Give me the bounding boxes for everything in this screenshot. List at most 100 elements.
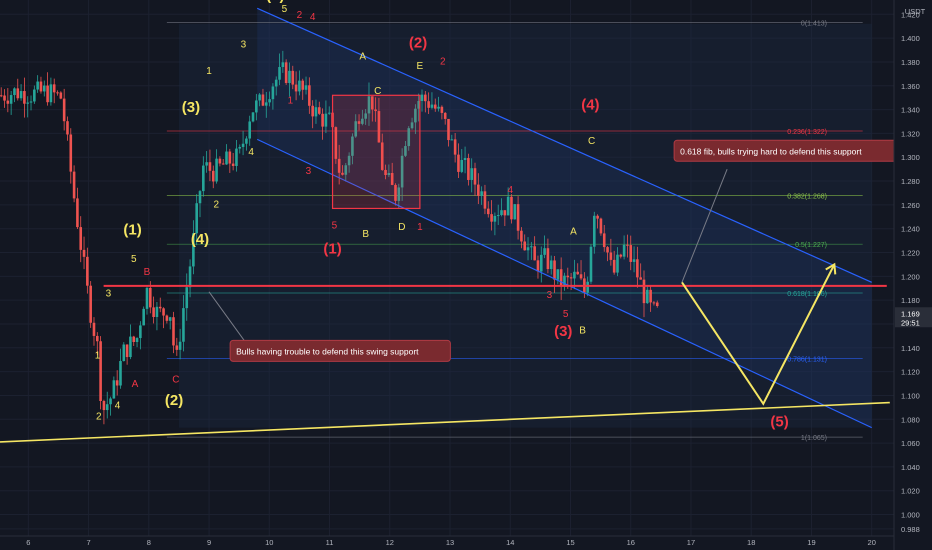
candle-body: [291, 70, 295, 85]
candle-body: [480, 191, 483, 196]
candle-body: [483, 191, 487, 209]
projection-arrowhead: [825, 262, 837, 275]
candle-body: [248, 121, 252, 139]
fib-level-label: 0.236(1.322): [787, 129, 827, 136]
candle-body: [19, 91, 23, 99]
candle-body: [324, 113, 328, 127]
candle-body: [586, 281, 589, 293]
x-tick-label: 15: [566, 538, 574, 547]
candle-body: [626, 244, 629, 246]
candle-body: [486, 208, 490, 215]
candle-body: [447, 118, 450, 141]
candle-body: [579, 274, 583, 279]
wave-label: (5): [266, 0, 284, 4]
candle-body: [642, 279, 646, 304]
candle-body: [298, 80, 301, 92]
candle-body: [261, 94, 265, 106]
consolidation-box: [331, 94, 421, 210]
candle-body: [526, 247, 530, 251]
y-tick-label: 1.060: [901, 439, 920, 448]
candle-body: [341, 172, 344, 175]
candle-body: [52, 84, 56, 93]
candle-body: [245, 138, 248, 144]
wave-label: 5: [282, 4, 288, 15]
candle-body: [437, 106, 440, 109]
candle-body: [327, 112, 331, 114]
candle-body: [596, 215, 599, 219]
candle-body: [430, 104, 434, 108]
callout-pointer: [681, 168, 728, 283]
wave-label: 3: [106, 289, 112, 300]
candle-body: [463, 158, 467, 160]
candle-body: [334, 127, 338, 159]
candle-body: [198, 191, 202, 204]
candle-body: [374, 109, 377, 112]
candle-body: [553, 260, 556, 280]
x-tick-label: 10: [265, 538, 273, 547]
candle-body: [66, 121, 69, 135]
candle-body: [215, 158, 218, 182]
y-tick-label: 1.400: [901, 34, 920, 43]
candle-body: [26, 102, 30, 104]
wave-label: (4): [581, 97, 599, 114]
candle-body: [361, 118, 364, 124]
candle-body: [76, 198, 79, 228]
candle-body: [387, 173, 391, 176]
y-tick-label: 1.260: [901, 201, 920, 210]
wave-label: B: [144, 267, 151, 278]
wave-label: 2: [297, 10, 303, 21]
candle-body: [99, 341, 102, 401]
candle-body: [417, 101, 420, 109]
current-price-label: 1.169: [901, 309, 920, 318]
wave-label: (1): [323, 241, 341, 258]
currency-label: USDT: [905, 7, 926, 16]
candle-body: [142, 308, 145, 326]
candle-body: [39, 81, 43, 92]
candle-body: [513, 204, 517, 220]
wave-label: 1: [288, 96, 294, 107]
candle-body: [122, 344, 126, 362]
callout-box: [229, 339, 451, 362]
candle-body: [9, 95, 13, 104]
y-tick-label: 1.340: [901, 106, 920, 115]
candle-body: [609, 252, 613, 260]
wave-label: 4: [115, 401, 121, 412]
wave-label: 2: [96, 411, 102, 422]
candle-body: [165, 315, 169, 321]
candle-body: [384, 169, 387, 176]
candle-body: [208, 162, 212, 171]
wave-label: 5: [332, 221, 338, 232]
candle-body: [46, 85, 49, 103]
callouts: 0.618 fib, bulls trying hard to defend t…: [208, 139, 904, 362]
fib-level-label: 0.382(1.268): [787, 193, 827, 200]
candle-body: [149, 287, 152, 308]
candle-body: [23, 91, 26, 104]
candle-body: [311, 105, 314, 117]
wave-label: (2): [165, 392, 183, 409]
candle-body: [218, 158, 222, 164]
wave-label: (4): [191, 231, 209, 248]
candle-body: [467, 158, 470, 180]
candle-body: [294, 84, 298, 92]
candle-body: [573, 271, 576, 279]
candle-body: [271, 86, 275, 100]
candle-body: [158, 306, 162, 309]
candle-body: [301, 80, 305, 90]
fib-zone-fill: [178, 23, 872, 428]
x-tick-label: 18: [747, 538, 755, 547]
wave-label: A: [132, 379, 139, 390]
candle-body: [314, 107, 318, 117]
wave-label: 4: [507, 185, 513, 196]
candle-body: [168, 317, 172, 321]
candle-body: [460, 159, 464, 172]
candle-body: [533, 246, 536, 261]
candle-body: [433, 104, 437, 109]
candle-body: [317, 107, 321, 114]
fib-level-label: 1(1.065): [801, 435, 827, 442]
candle-body: [400, 155, 404, 188]
x-tick-label: 20: [868, 538, 876, 547]
channel-lower-line: [256, 138, 872, 429]
wave-label: 5: [131, 254, 137, 265]
